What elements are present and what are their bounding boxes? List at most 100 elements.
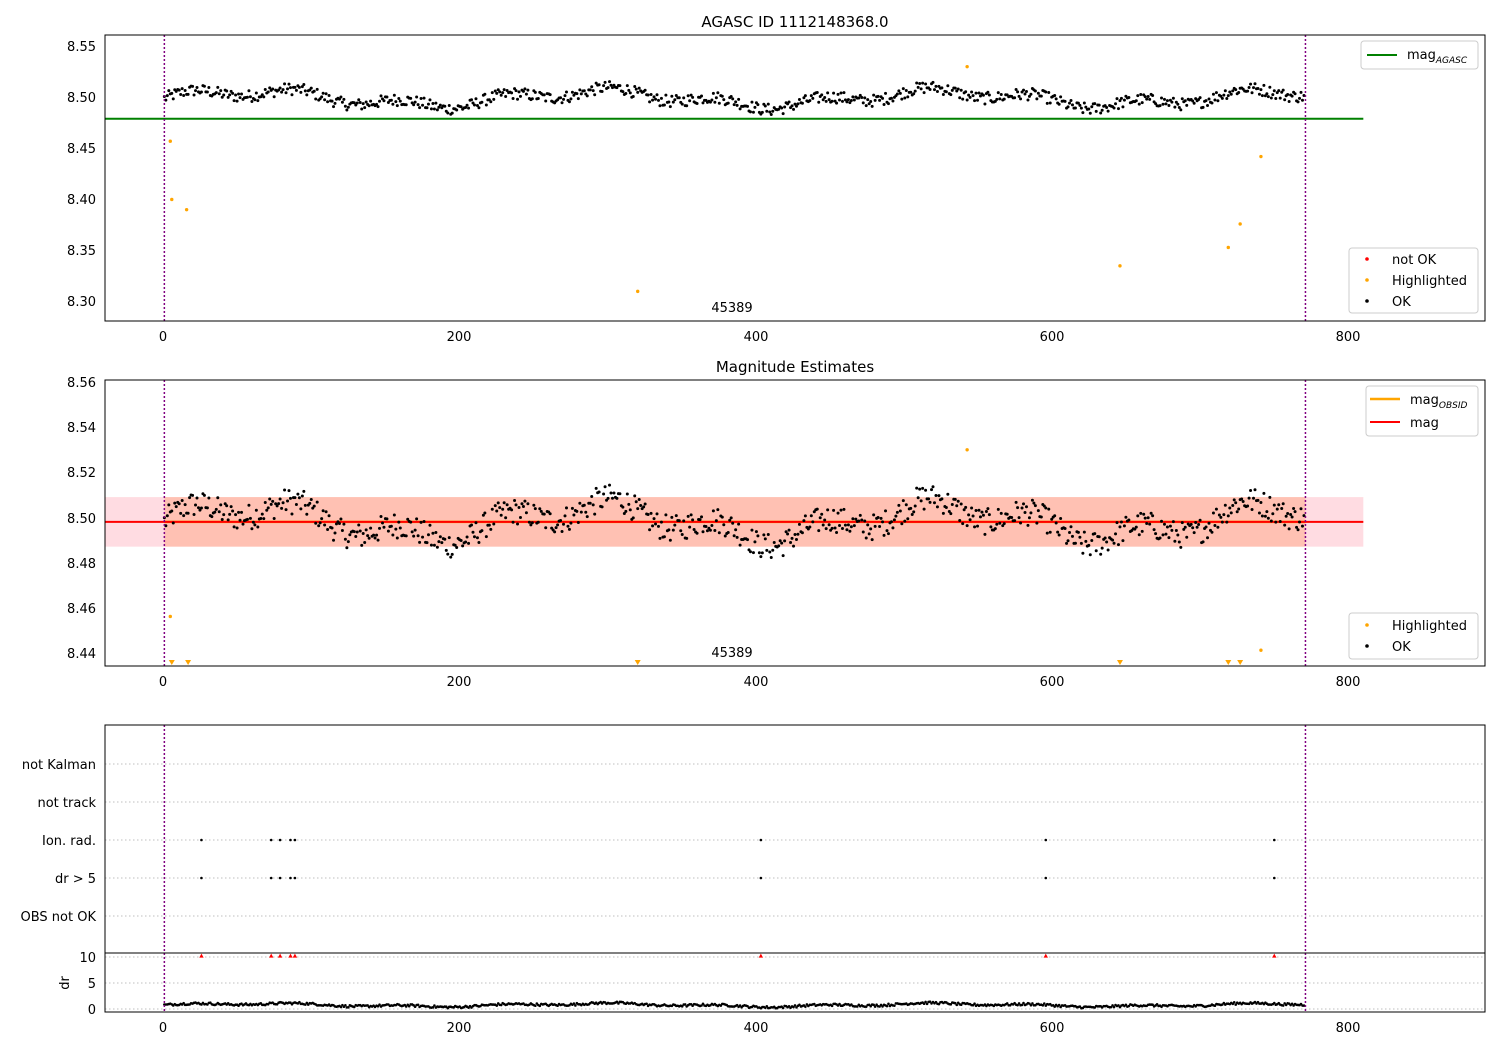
ok-point: [824, 99, 828, 103]
ok-point: [815, 507, 819, 511]
ok-point: [254, 91, 258, 95]
ok-point: [217, 510, 221, 514]
ok-point: [732, 534, 736, 538]
ok-point: [857, 519, 861, 523]
flag-point: [289, 838, 292, 842]
ok-point: [228, 93, 232, 97]
ok-point: [394, 527, 398, 531]
ok-point: [419, 97, 423, 101]
ok-point: [1247, 86, 1251, 90]
ok-point: [967, 93, 971, 97]
ok-point: [1253, 488, 1257, 492]
ok-point: [250, 99, 254, 103]
ok-point: [692, 528, 696, 532]
ok-point: [202, 493, 206, 497]
ok-point: [869, 100, 873, 104]
dr-point: [1057, 1003, 1061, 1007]
ok-point: [648, 528, 652, 532]
ok-point: [1013, 519, 1017, 523]
dr-point: [804, 1005, 807, 1008]
ok-point: [1223, 89, 1227, 93]
ok-point: [480, 529, 484, 533]
ok-point: [1180, 97, 1184, 101]
ok-point: [548, 512, 552, 516]
ok-point: [1151, 94, 1155, 98]
ok-point: [615, 86, 619, 90]
clipped-marker: [1272, 953, 1277, 958]
dr-point: [873, 1005, 877, 1008]
ok-point: [986, 90, 990, 94]
ok-point: [210, 515, 214, 519]
ok-point: [1068, 530, 1072, 534]
ok-point: [762, 533, 766, 537]
ok-point: [305, 93, 309, 97]
ok-point: [1265, 510, 1269, 514]
ok-point: [470, 523, 474, 527]
ok-point: [974, 509, 978, 513]
ok-point: [800, 531, 804, 535]
ok-point: [1026, 98, 1030, 102]
dr-point: [864, 1005, 868, 1008]
ok-point: [974, 91, 978, 95]
ok-point: [803, 94, 807, 98]
ok-point: [1173, 539, 1177, 543]
ok-point: [1287, 100, 1291, 104]
ok-point: [238, 518, 242, 522]
flag-point: [289, 876, 292, 880]
ok-point: [1105, 540, 1109, 544]
y-tick-label: 8.46: [67, 602, 96, 617]
ok-point: [570, 90, 574, 94]
ok-point: [1241, 500, 1245, 504]
ok-point: [415, 95, 419, 99]
ok-point: [287, 82, 291, 86]
ok-point: [1029, 92, 1033, 96]
x-tick-label: 800: [1336, 675, 1361, 690]
ok-point: [179, 511, 183, 515]
ok-point: [416, 534, 420, 538]
ok-point: [379, 514, 383, 518]
ok-point: [1290, 515, 1294, 519]
ok-point: [266, 506, 270, 510]
ok-point: [199, 90, 203, 94]
ok-point: [426, 102, 430, 106]
dr-point: [1020, 1003, 1024, 1007]
ok-point: [1069, 525, 1073, 529]
ok-point: [523, 87, 527, 91]
ok-point: [1014, 500, 1018, 504]
ok-point: [995, 97, 999, 101]
ok-point: [1293, 510, 1297, 514]
ok-point: [756, 534, 760, 538]
ok-point: [352, 530, 356, 534]
ok-point: [999, 92, 1003, 96]
ok-point: [680, 102, 684, 106]
ok-point: [922, 507, 926, 511]
ok-point: [916, 496, 920, 500]
ok-point: [1023, 92, 1027, 96]
ok-point: [1063, 99, 1067, 103]
ok-point: [840, 99, 844, 103]
ok-point: [763, 104, 767, 108]
ok-point: [250, 527, 254, 531]
ok-point: [737, 522, 741, 526]
ok-point: [191, 84, 195, 88]
ok-point: [1044, 90, 1048, 94]
ok-point: [654, 97, 658, 101]
ok-point: [435, 108, 439, 112]
ok-point: [965, 524, 969, 528]
ok-point: [1222, 513, 1226, 517]
ok-point: [738, 107, 742, 111]
ok-point: [753, 105, 757, 109]
ok-point: [496, 88, 500, 92]
ok-point: [700, 94, 704, 98]
ok-point: [639, 504, 643, 508]
ok-point: [1274, 96, 1278, 100]
ok-point: [475, 536, 479, 540]
ok-point: [294, 502, 298, 506]
ok-point: [386, 529, 390, 533]
ok-point: [970, 506, 974, 510]
ok-point: [763, 537, 767, 541]
ok-point: [628, 508, 632, 512]
ok-point: [852, 524, 856, 528]
dr-point: [1042, 1002, 1046, 1005]
